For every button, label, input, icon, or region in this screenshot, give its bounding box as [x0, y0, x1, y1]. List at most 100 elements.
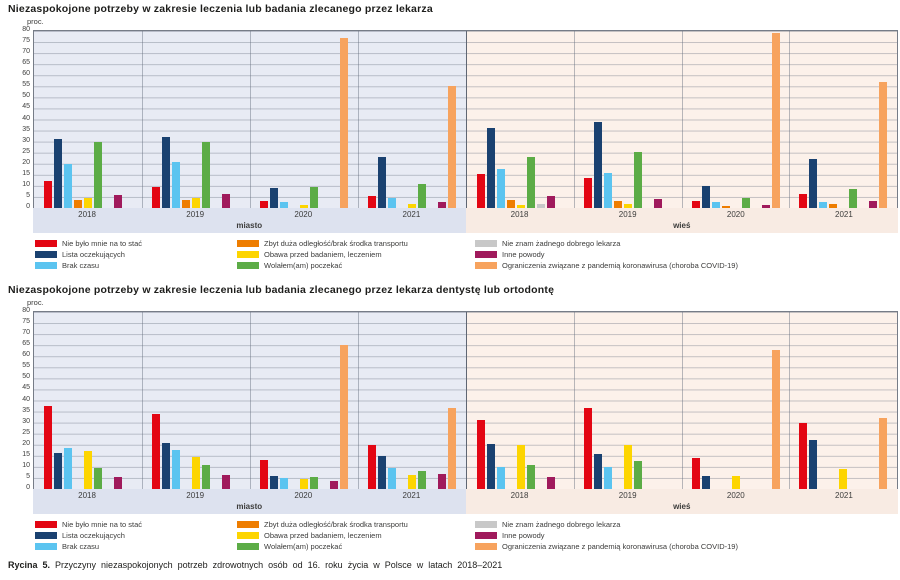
y-tick-label: 25	[22, 428, 30, 436]
legend-swatch	[35, 251, 57, 258]
bar	[269, 188, 278, 208]
year-separator-line	[357, 31, 359, 208]
panel-wies	[465, 312, 897, 489]
legend-swatch	[475, 240, 497, 247]
bar	[799, 193, 808, 208]
bar	[387, 198, 396, 208]
legend-label: Lista oczekujących	[62, 531, 125, 540]
bar	[387, 467, 396, 489]
year-separator-line	[249, 31, 251, 208]
bar	[516, 444, 525, 489]
bar	[691, 458, 700, 489]
bar-group-wies-2021	[799, 81, 888, 208]
legend-item: Ograniczenia związane z pandemią koronaw…	[475, 260, 895, 271]
bar	[279, 202, 288, 208]
panel-miasto	[34, 312, 466, 489]
chart1-yaxis-unit: proc.	[27, 17, 44, 26]
bar	[486, 443, 495, 489]
bar	[741, 198, 750, 208]
bar	[691, 201, 700, 208]
legend-item: Obawa przed badaniem, leczeniem	[237, 530, 475, 541]
y-tick-label: 0	[26, 203, 30, 210]
y-tick-label: 50	[22, 373, 30, 381]
bar	[526, 464, 535, 489]
legend-swatch	[237, 532, 259, 539]
y-tick-label: 0	[26, 484, 30, 491]
legend-swatch	[475, 543, 497, 550]
legend-label: Ograniczenia związane z pandemią koronaw…	[502, 542, 738, 551]
legend-label: Obawa przed badaniem, leczeniem	[264, 531, 382, 540]
y-tick-label: 45	[22, 103, 30, 111]
bar	[879, 81, 888, 208]
y-tick-label: 60	[22, 351, 30, 359]
y-tick-label: 20	[22, 439, 30, 447]
bar	[94, 467, 102, 489]
bar	[879, 418, 888, 489]
y-tick-label: 40	[22, 395, 30, 403]
bar	[407, 474, 416, 489]
region-label: wieś	[673, 221, 691, 230]
bar	[64, 163, 72, 208]
year-label: 2021	[835, 491, 853, 500]
bar	[377, 157, 386, 208]
chart1-title: Niezaspokojone potrzeby w zakresie lecze…	[8, 3, 433, 15]
bar	[191, 456, 200, 489]
legend-column: Nie znam żadnego dobrego lekarza Inne pow…	[475, 519, 895, 552]
bar-group-wies-2018	[476, 128, 565, 208]
bar	[516, 204, 525, 208]
bar	[64, 448, 72, 489]
y-tick-label: 70	[22, 329, 30, 337]
legend-item: Wolałem(am) poczekać	[237, 541, 475, 552]
bar	[171, 161, 180, 208]
bar-group-wies-2019	[584, 408, 672, 489]
chart2-legend: Nie było mnie na to stać Lista oczekujący…	[35, 519, 895, 552]
legend-item: Zbyt duża odległość/brak środka transpor…	[237, 238, 475, 249]
bar	[171, 450, 180, 489]
bar	[447, 86, 456, 208]
bar	[309, 186, 318, 208]
figure-caption: Rycina 5. Przyczyny niezaspokojonych pot…	[8, 560, 888, 570]
bar-group-miasto-2018	[44, 406, 132, 489]
y-tick-label: 50	[22, 92, 30, 100]
bar	[367, 444, 376, 489]
y-tick-label: 10	[22, 461, 30, 469]
panel-miasto	[34, 31, 466, 208]
bar	[114, 194, 122, 208]
bar	[181, 200, 190, 208]
panel-wies	[465, 31, 897, 208]
legend-label: Inne powody	[502, 250, 545, 259]
legend-swatch	[35, 262, 57, 269]
bar-group-wies-2020	[691, 349, 780, 489]
chart2-plot-area	[33, 311, 898, 490]
y-tick-label: 55	[22, 362, 30, 370]
bar	[94, 141, 102, 208]
bar-group-wies-2021	[799, 418, 888, 489]
legend-item: Brak czasu	[35, 260, 237, 271]
y-tick-label: 60	[22, 70, 30, 78]
bar	[849, 189, 858, 208]
legend-swatch	[475, 532, 497, 539]
legend-swatch	[475, 521, 497, 528]
bar	[761, 204, 770, 208]
y-tick-label: 80	[22, 26, 30, 33]
legend-swatch	[35, 543, 57, 550]
bar-group-wies-2018	[476, 420, 565, 489]
chart2-xaxis-band: 2018 2019 2020 2021 miasto 2018 2019 2020 2021 wi…	[33, 489, 898, 514]
legend-swatch	[237, 240, 259, 247]
bar	[54, 139, 62, 208]
legend-label: Inne powody	[502, 531, 545, 540]
bar	[731, 475, 740, 489]
bar	[829, 203, 838, 208]
year-label: 2019	[186, 210, 205, 219]
bar	[259, 201, 268, 208]
bar	[221, 193, 230, 208]
bar	[701, 475, 710, 489]
bar	[161, 137, 170, 208]
bar	[279, 477, 288, 489]
y-tick-label: 75	[22, 318, 30, 326]
year-label: 2019	[186, 491, 205, 500]
year-separator-line	[789, 312, 791, 489]
year-label: 2020	[726, 491, 745, 500]
bar	[54, 452, 62, 489]
